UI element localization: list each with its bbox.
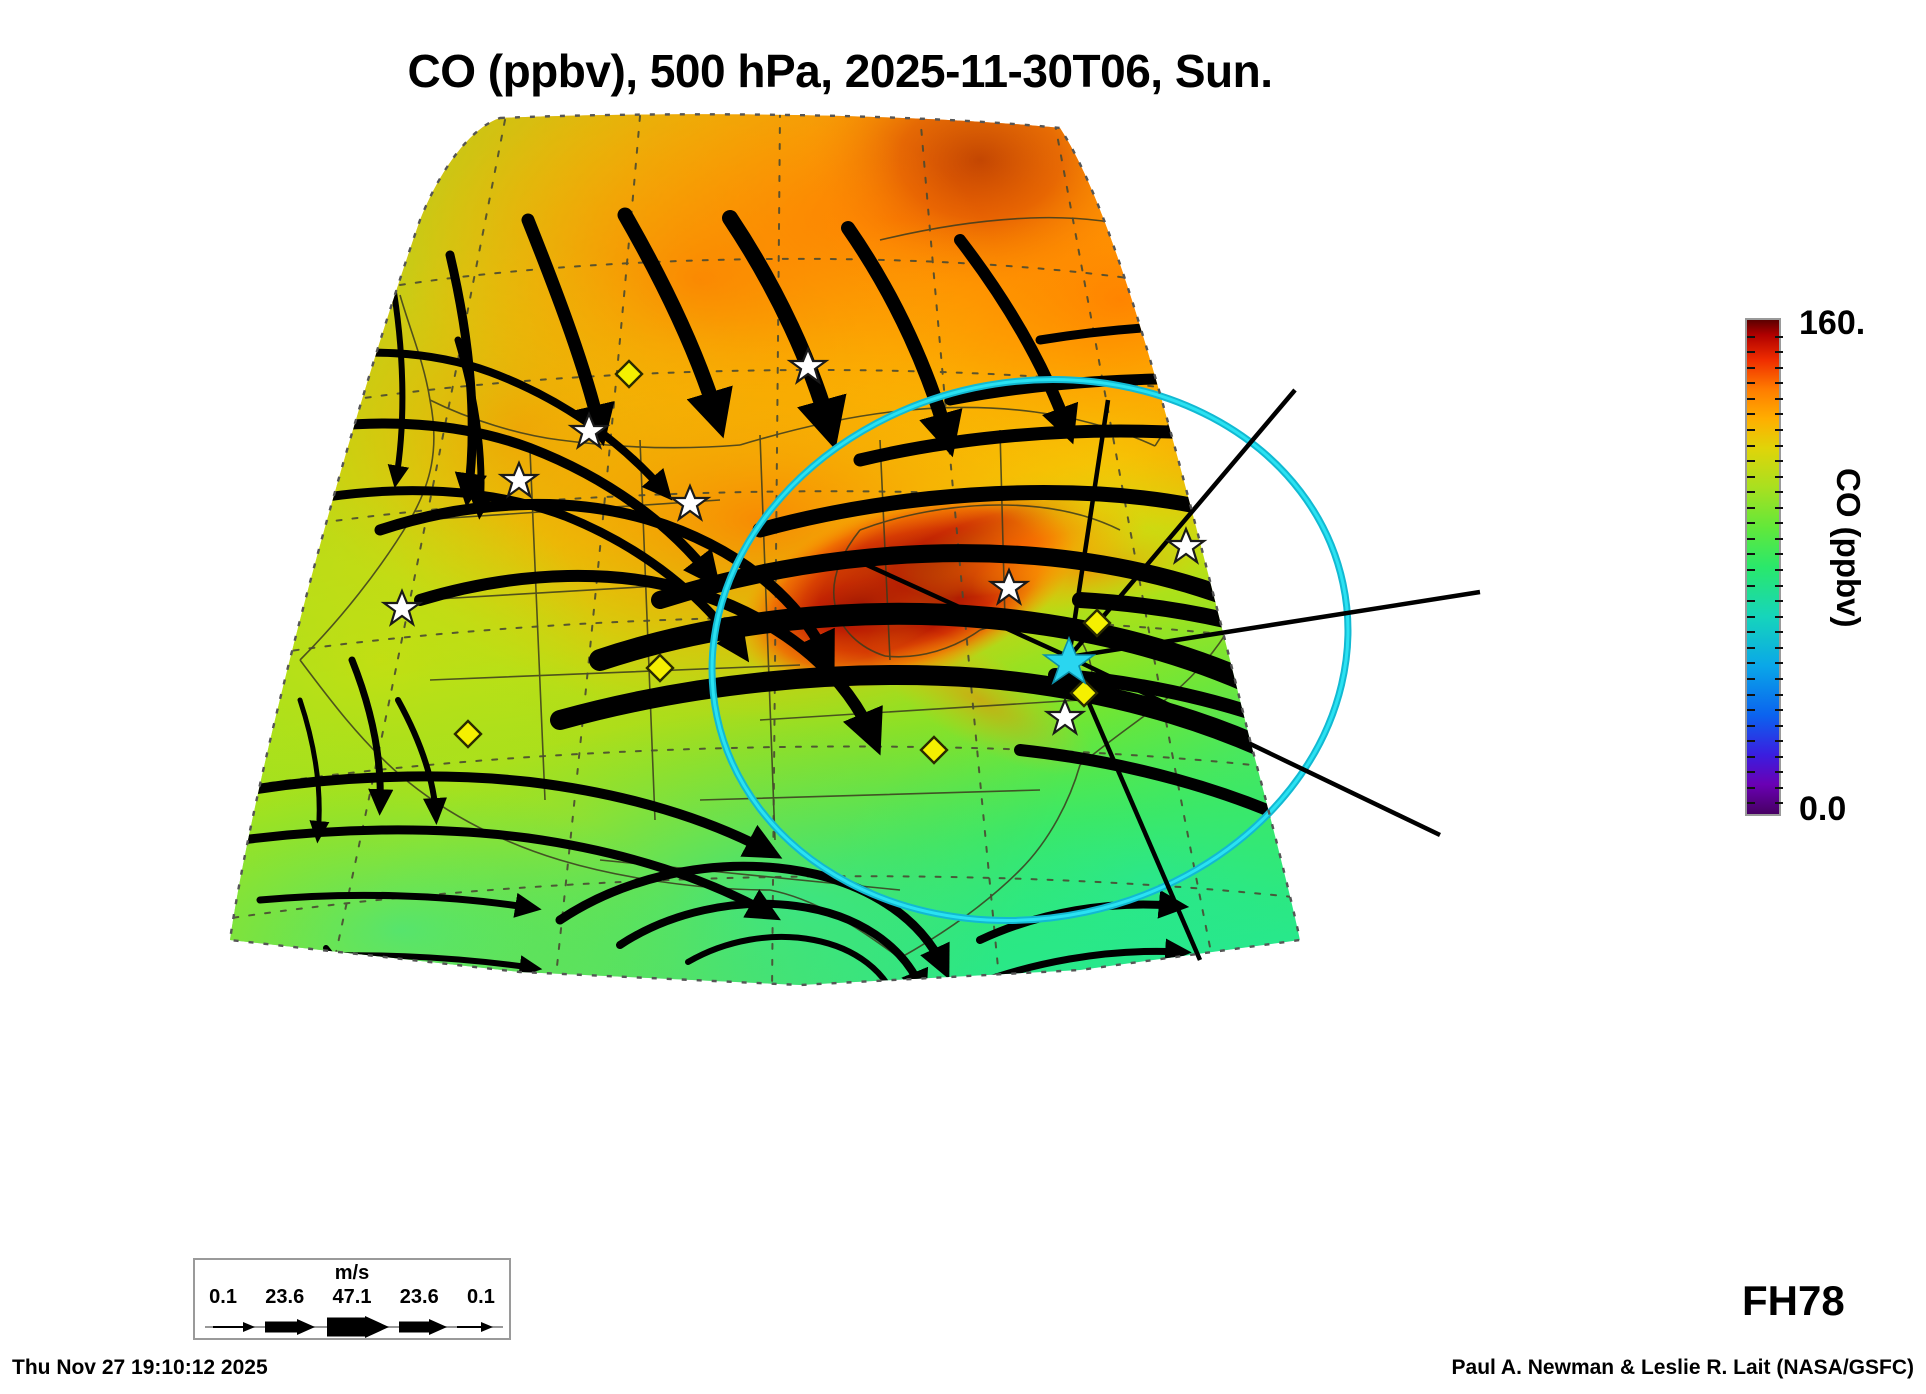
wind-value-1: 23.6 bbox=[265, 1286, 305, 1308]
yellow-diamond-marker-group bbox=[453, 359, 1112, 765]
colorbar-min-label: 0.0 bbox=[1799, 790, 1847, 828]
colorbar-gradient bbox=[1747, 320, 1779, 814]
wind-arrow-scale bbox=[205, 1316, 503, 1338]
map-panel[interactable] bbox=[0, 100, 1660, 1030]
flight-tracks bbox=[844, 388, 1481, 961]
white-star-marker-group bbox=[380, 346, 1208, 736]
colorbar-max-label: 160. bbox=[1799, 304, 1866, 342]
generation-timestamp: Thu Nov 27 19:10:12 2025 bbox=[12, 1356, 268, 1379]
credit-line: Paul A. Newman & Leslie R. Lait (NASA/GS… bbox=[1451, 1356, 1914, 1379]
cyan-star-marker bbox=[1041, 635, 1097, 686]
page-title: CO (ppbv), 500 hPa, 2025-11-30T06, Sun. bbox=[407, 45, 1273, 97]
wind-value-3: 23.6 bbox=[399, 1286, 439, 1308]
station-markers[interactable] bbox=[380, 346, 1208, 765]
wind-units-label: m/s bbox=[334, 1262, 370, 1284]
forecast-map[interactable] bbox=[0, 100, 1660, 1030]
colorbar-gradient-bar[interactable] bbox=[1745, 318, 1783, 816]
wind-value-2: 47.1 bbox=[332, 1286, 372, 1308]
range-circle-overlay bbox=[708, 376, 1352, 924]
wind-speed-legend: m/s 0.1 23.6 47.1 23.6 0.1 bbox=[193, 1258, 511, 1340]
forecast-hour-label: FH78 bbox=[1742, 1277, 1845, 1324]
wind-value-labels: 0.1 23.6 47.1 23.6 0.1 bbox=[195, 1286, 509, 1309]
wind-value-4: 0.1 bbox=[467, 1286, 495, 1308]
colorbar-axis-label: CO (ppbv) bbox=[1830, 468, 1867, 628]
colorbar[interactable]: 160. 0.0 CO (ppbv) bbox=[1745, 304, 1925, 830]
wind-value-0: 0.1 bbox=[209, 1286, 237, 1308]
